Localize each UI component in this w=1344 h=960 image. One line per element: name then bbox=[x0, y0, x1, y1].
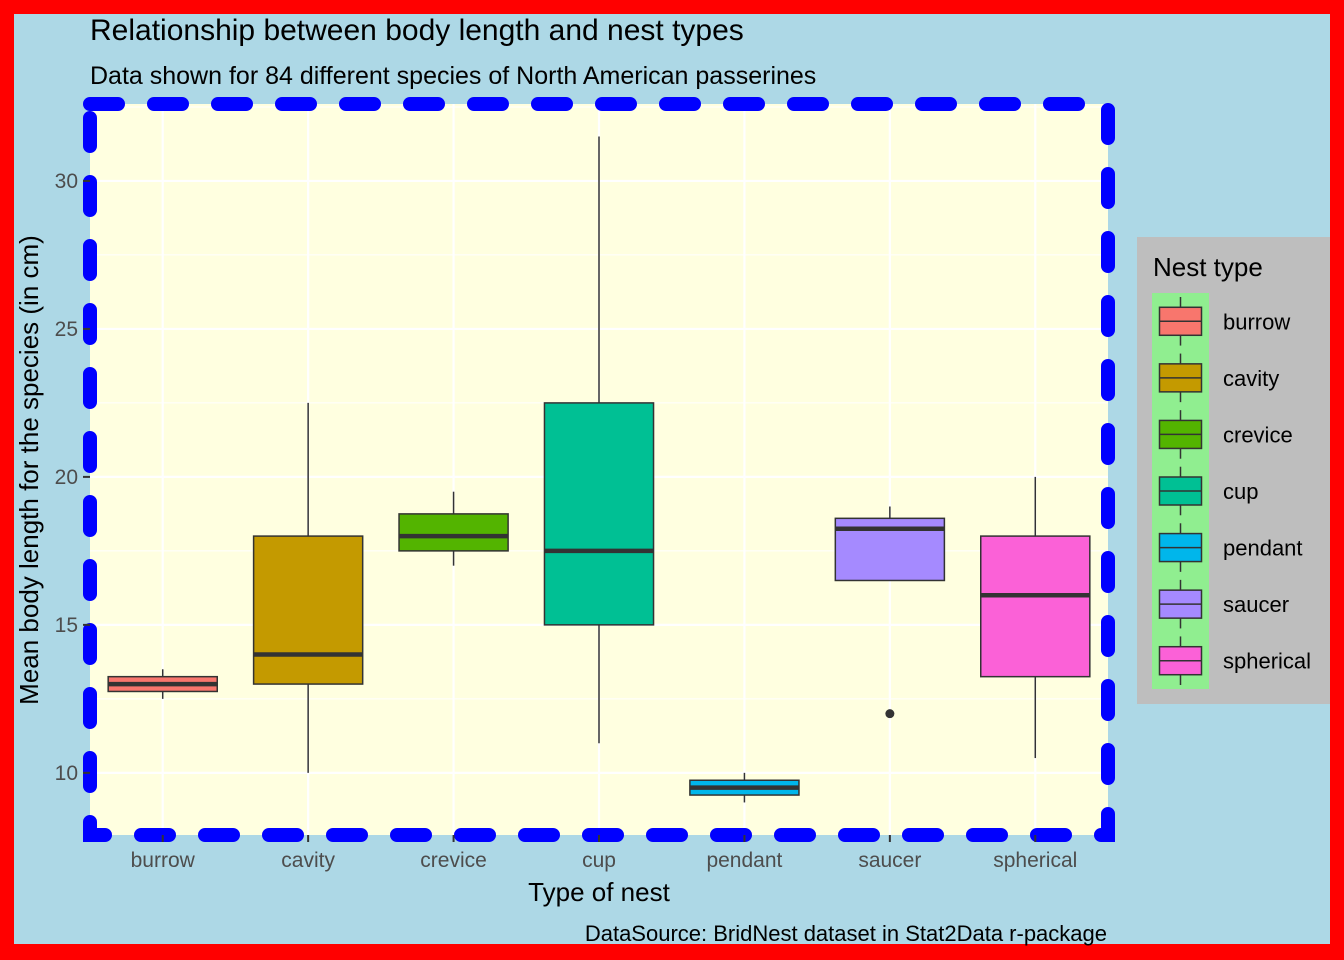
chart-title: Relationship between body length and nes… bbox=[90, 14, 744, 47]
box-iqr bbox=[252, 535, 364, 685]
y-tick-label: 10 bbox=[55, 762, 78, 785]
x-tick-label: burrow bbox=[131, 849, 196, 872]
box-spherical bbox=[980, 476, 1091, 759]
box-iqr bbox=[543, 402, 655, 626]
legend-item-crevice: crevice bbox=[1158, 410, 1293, 459]
box-burrow bbox=[107, 669, 218, 699]
boxplots bbox=[107, 136, 1091, 803]
outlier-point bbox=[885, 709, 895, 719]
legend-item-label: cup bbox=[1223, 479, 1258, 504]
y-axis: 10 15 20 25 30 bbox=[55, 170, 90, 785]
x-axis-label: Type of nest bbox=[528, 877, 670, 907]
x-tick-label: cavity bbox=[281, 849, 335, 872]
legend-item-label: burrow bbox=[1223, 309, 1290, 334]
y-tick-label: 25 bbox=[55, 318, 78, 341]
legend-item-label: saucer bbox=[1223, 592, 1289, 617]
box-saucer bbox=[834, 506, 946, 719]
legend-item-label: spherical bbox=[1223, 649, 1311, 674]
chart-subtitle: Data shown for 84 different species of N… bbox=[90, 62, 816, 90]
legend-item-burrow: burrow bbox=[1158, 297, 1290, 346]
x-tick-label: saucer bbox=[858, 849, 921, 872]
legend-item-cup: cup bbox=[1158, 466, 1258, 516]
legend-items: burrow cavity crevice cup pendant saucer spher… bbox=[1158, 297, 1311, 685]
box-pendant bbox=[689, 772, 800, 803]
box-iqr bbox=[980, 535, 1091, 678]
legend-item-pendant: pendant bbox=[1158, 523, 1303, 572]
x-tick-label: cup bbox=[582, 849, 616, 872]
x-tick-label: spherical bbox=[993, 849, 1077, 872]
legend-item-label: pendant bbox=[1223, 536, 1303, 561]
y-tick-label: 20 bbox=[55, 466, 78, 489]
legend-item-saucer: saucer bbox=[1158, 579, 1289, 629]
box-cup bbox=[543, 136, 655, 744]
box-iqr bbox=[398, 513, 509, 552]
legend-title: Nest type bbox=[1153, 252, 1263, 282]
x-axis: burrow cavity crevice cup pendant saucer spher… bbox=[131, 835, 1077, 872]
y-tick-label: 15 bbox=[55, 614, 78, 637]
y-axis-label: Mean body length for the species (in cm) bbox=[14, 235, 44, 705]
x-tick-label: pendant bbox=[706, 849, 782, 872]
legend-item-spherical: spherical bbox=[1158, 636, 1311, 685]
y-tick-label: 30 bbox=[55, 170, 78, 193]
legend-item-cavity: cavity bbox=[1158, 353, 1279, 403]
caption: DataSource: BridNest dataset in Stat2Dat… bbox=[585, 921, 1107, 946]
box-crevice bbox=[398, 491, 509, 566]
box-cavity bbox=[252, 402, 364, 773]
legend-item-label: cavity bbox=[1223, 366, 1279, 391]
legend: Nest type burrow cavity crevice cup pendant s… bbox=[1137, 237, 1330, 704]
legend-item-label: crevice bbox=[1223, 422, 1293, 447]
x-tick-label: crevice bbox=[420, 849, 487, 872]
